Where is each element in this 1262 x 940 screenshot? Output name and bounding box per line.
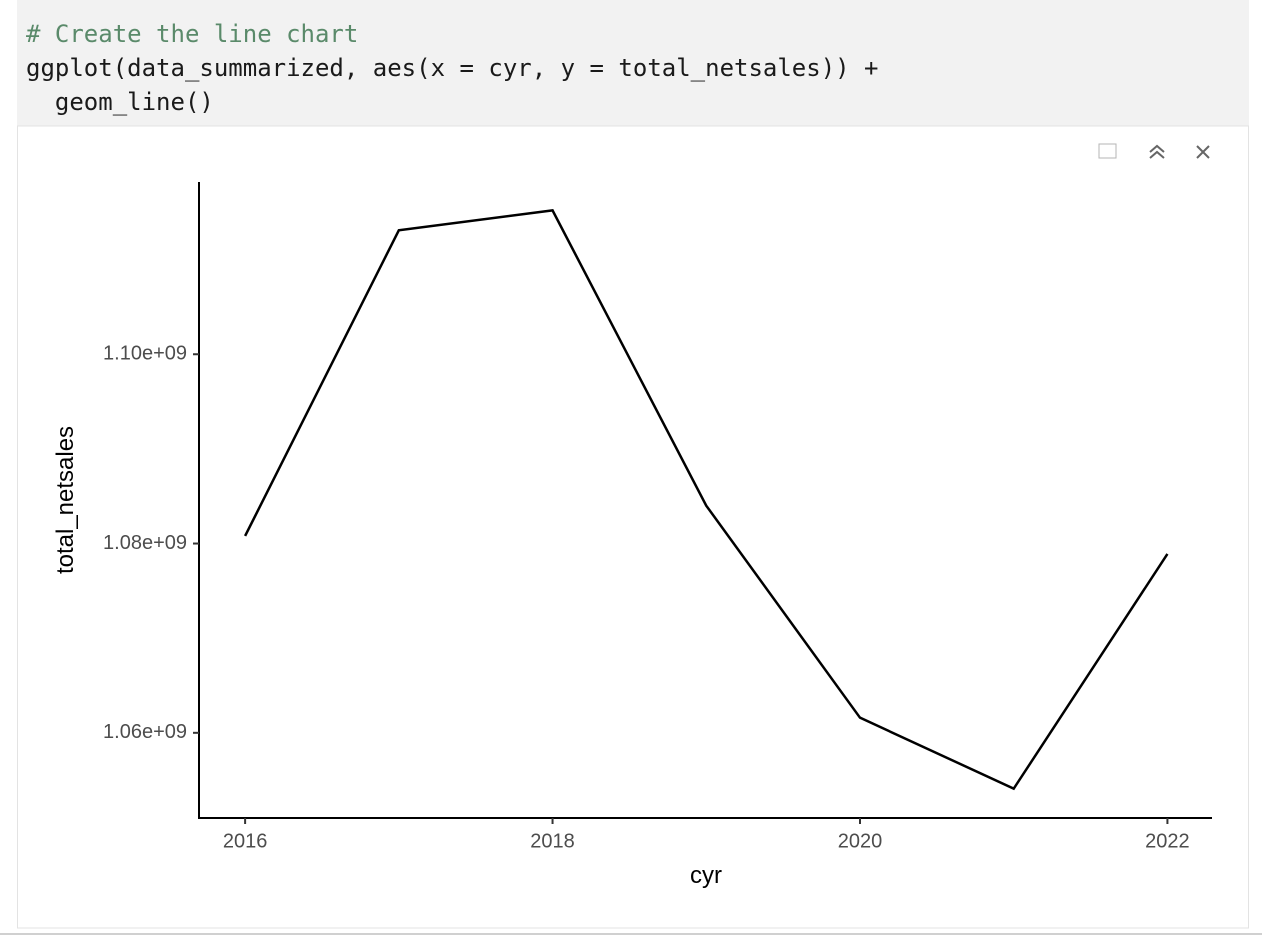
x-tick-label: 2022 [1145, 830, 1190, 852]
close-button[interactable] [1196, 145, 1210, 159]
y-tick-label: 1.08e+09 [103, 532, 187, 554]
code-comment: # Create the line chart [26, 20, 359, 48]
data-line [243, 209, 1169, 791]
y-axis-title: total_netsales [52, 426, 79, 574]
x-tick-label: 2018 [530, 830, 575, 852]
code-line: ggplot(data_summarized, aes(x = cyr, y =… [26, 54, 879, 82]
y-tick-label: 1.06e+09 [103, 721, 187, 743]
code-chunk: # Create the line chart ggplot(data_summ… [17, 0, 1249, 126]
x-tick-label: 2016 [223, 830, 268, 852]
x-axis-title: cyr [690, 862, 722, 889]
show-in-window[interactable] [1098, 143, 1117, 159]
y-tick-label: 1.10e+09 [103, 343, 187, 365]
x-tick-label: 2020 [838, 830, 883, 852]
collapse-button[interactable] [1149, 144, 1165, 159]
output-frame [17, 125, 1249, 929]
code-line: geom_line() [26, 88, 214, 116]
icon[interactable] [1098, 143, 1117, 159]
